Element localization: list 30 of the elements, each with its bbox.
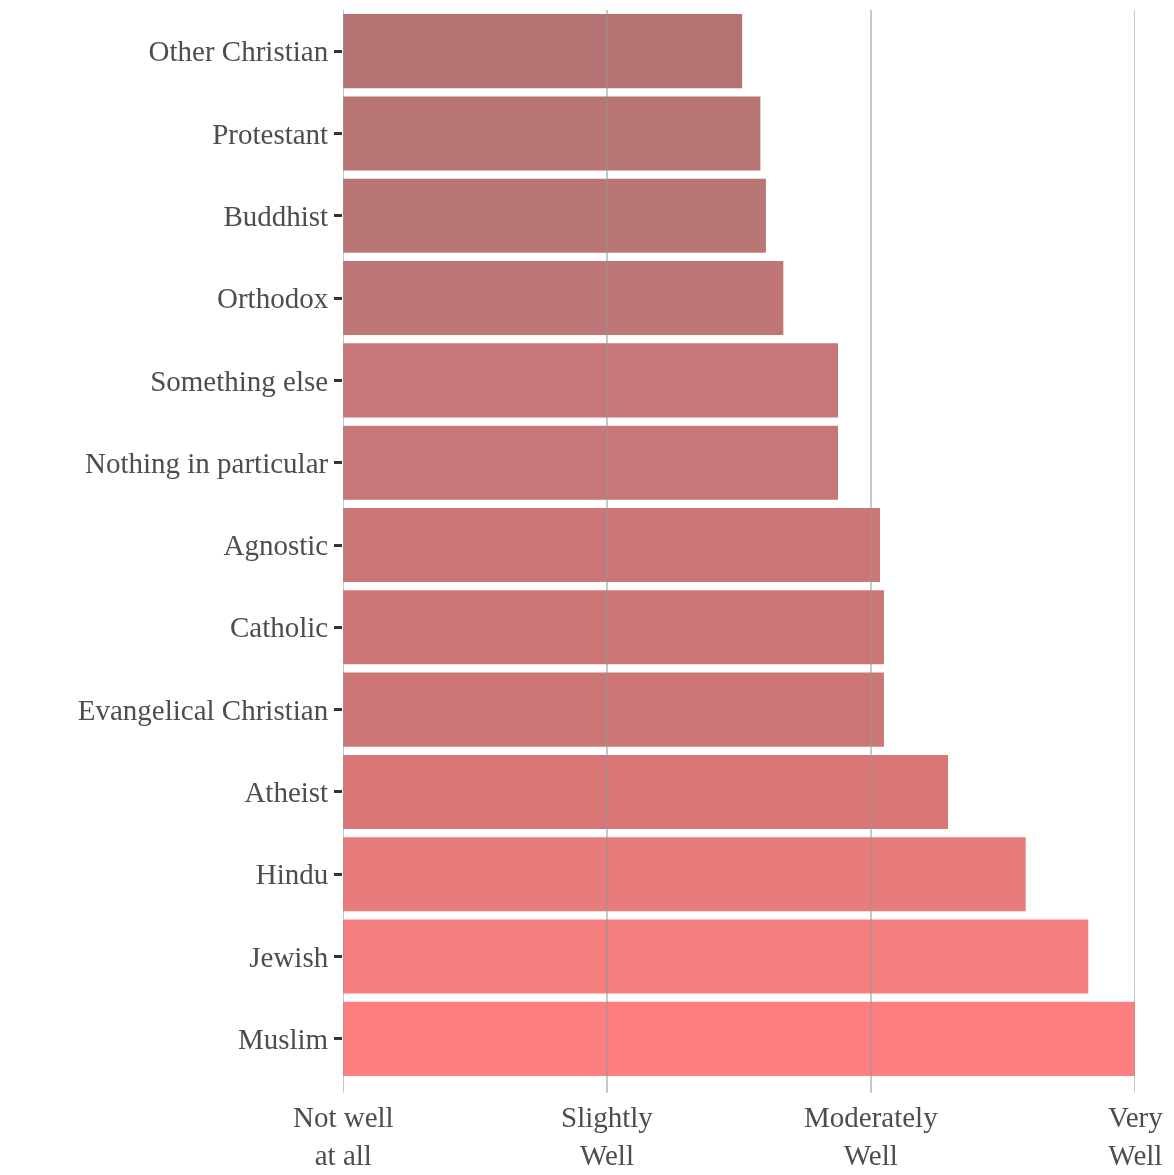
ref-line-label: Not well at all (293, 1101, 394, 1171)
y-tick-label: Buddhist (223, 199, 329, 232)
ref-line-label: Very Well (1108, 1101, 1164, 1171)
bar (343, 343, 838, 418)
y-tick-label: Nothing in particular (84, 446, 329, 479)
bar (343, 425, 838, 500)
y-tick-label: Hindu (255, 858, 329, 891)
bar (343, 96, 761, 171)
y-tick-label: Other Christian (148, 35, 329, 68)
bar (343, 919, 1089, 994)
y-tick-label: Atheist (244, 776, 329, 809)
bar (343, 672, 884, 747)
y-tick-label: Jewish (249, 940, 329, 973)
y-tick-label: Catholic (229, 611, 329, 644)
bar (343, 261, 784, 336)
y-tick-label: Evangelical Christian (77, 693, 329, 726)
y-tick-label: Muslim (237, 1023, 329, 1055)
bar (343, 178, 766, 253)
bar (343, 14, 743, 89)
bar (343, 754, 949, 829)
bar (343, 837, 1026, 912)
bar (343, 590, 884, 665)
bar (343, 1001, 1135, 1076)
y-tick-label: Something else (150, 364, 329, 397)
ref-line-label: Slightly Well (561, 1101, 654, 1171)
y-tick-label: Protestant (212, 117, 329, 150)
y-tick-label: Orthodox (217, 282, 329, 315)
y-tick-label: Agnostic (223, 529, 329, 562)
ref-line-label: Moderately Well (804, 1101, 939, 1171)
bar (343, 507, 880, 583)
